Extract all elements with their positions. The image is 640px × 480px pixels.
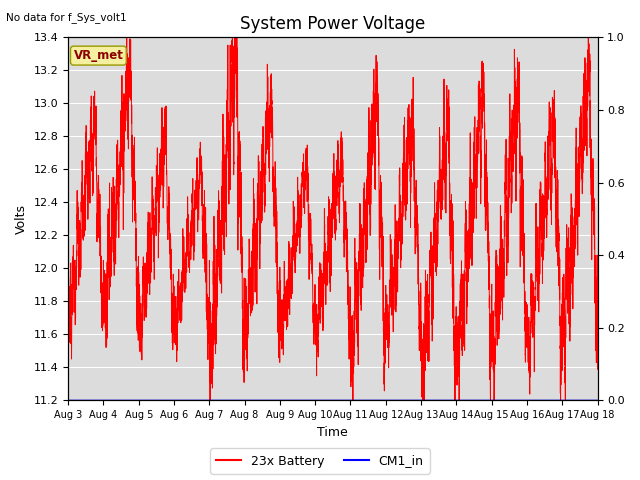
CM1_in — [408, 397, 416, 403]
Y-axis label: Volts: Volts — [15, 204, 28, 234]
Title: System Power Voltage: System Power Voltage — [240, 15, 426, 33]
23x Battery — [409, 107, 417, 112]
23x Battery — [382, 309, 390, 314]
Text: No data for f_Sys_volt1: No data for f_Sys_volt1 — [6, 12, 127, 23]
CM1_in — [64, 397, 72, 403]
23x Battery — [594, 366, 602, 372]
CM1_in — [460, 397, 467, 403]
Line: 23x Battery: 23x Battery — [68, 37, 598, 400]
Legend: 23x Battery, CM1_in: 23x Battery, CM1_in — [210, 448, 430, 474]
X-axis label: Time: Time — [317, 426, 348, 439]
CM1_in — [267, 397, 275, 403]
CM1_in — [500, 397, 508, 403]
23x Battery — [500, 246, 508, 252]
CM1_in — [382, 397, 390, 403]
CM1_in — [594, 397, 602, 403]
23x Battery — [64, 300, 72, 306]
Text: VR_met: VR_met — [74, 49, 124, 62]
23x Battery — [460, 288, 467, 294]
23x Battery — [267, 73, 275, 79]
23x Battery — [161, 130, 168, 136]
23x Battery — [123, 35, 131, 40]
23x Battery — [206, 397, 214, 403]
CM1_in — [161, 397, 168, 403]
